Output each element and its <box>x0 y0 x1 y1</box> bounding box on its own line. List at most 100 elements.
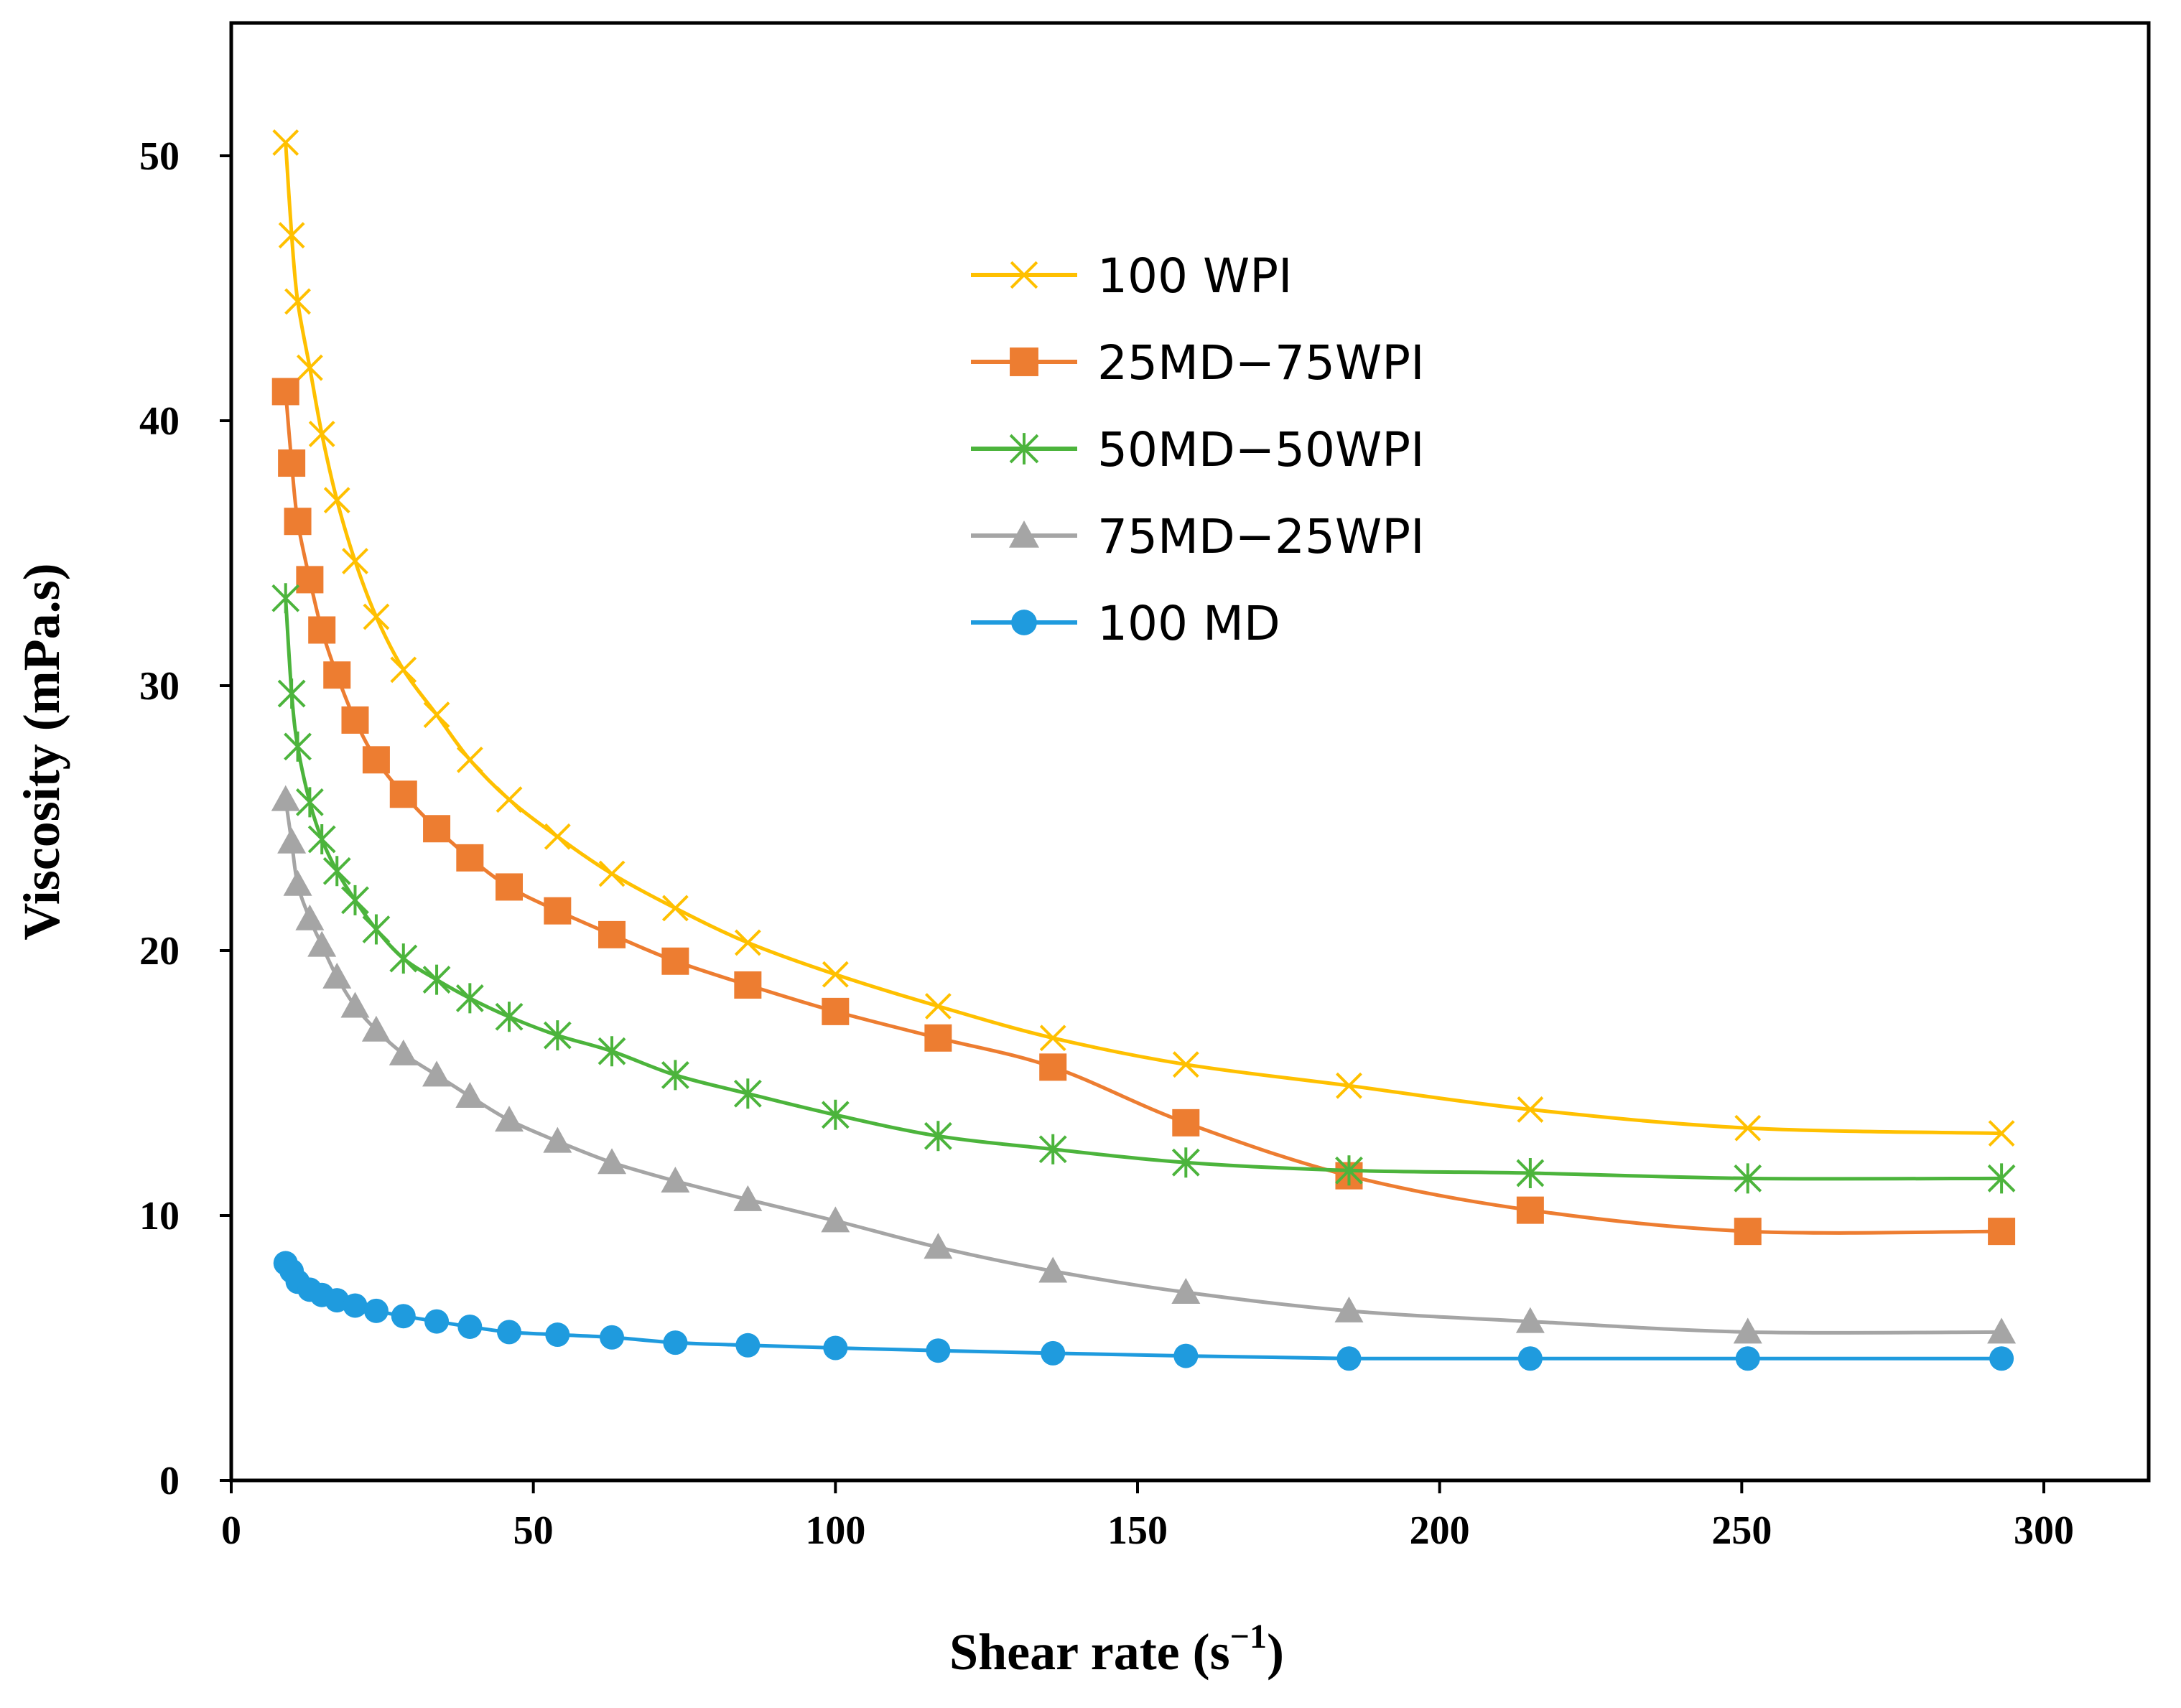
x-tick-label: 150 <box>1107 1508 1168 1553</box>
data-point-100-wpi <box>284 288 311 315</box>
legend: 100 WPI 25MD−75WPI 50MD−50WPI 75MD−25WPI 100… <box>971 248 1425 651</box>
legend-marker <box>1011 610 1037 635</box>
data-point-50md-50wpi <box>1038 1134 1067 1165</box>
x-axis-title: Shear rate (s−1) <box>949 1618 1284 1681</box>
series-100-wpi <box>272 129 2015 1147</box>
x-tick-label: 200 <box>1410 1508 1470 1553</box>
data-point-50md-50wpi <box>1516 1157 1545 1188</box>
x-axis-title-main: Shear rate (s <box>949 1623 1230 1681</box>
y-tick-label: 50 <box>139 134 180 179</box>
legend-item: 75MD−25WPI <box>971 509 1425 564</box>
data-point-75md-25wpi <box>361 1015 391 1042</box>
data-point-100-wpi <box>822 961 849 988</box>
data-point-75md-25wpi <box>495 1106 524 1132</box>
data-point-75md-25wpi <box>1733 1317 1762 1344</box>
data-point-50md-50wpi <box>543 1020 572 1051</box>
data-point-100-md <box>926 1338 951 1363</box>
legend-marker <box>1010 347 1038 376</box>
data-point-50md-50wpi <box>1171 1147 1200 1178</box>
data-point-25md-75wpi <box>734 971 762 999</box>
legend-label: 75MD−25WPI <box>1097 509 1425 564</box>
data-point-100-wpi <box>661 895 689 922</box>
data-point-50md-50wpi <box>1734 1163 1762 1194</box>
x-axis-title-superscript: −1 <box>1230 1618 1267 1656</box>
data-point-100-wpi <box>1517 1096 1544 1123</box>
data-point-100-wpi <box>734 929 761 956</box>
legend-label: 25MD−75WPI <box>1097 335 1425 391</box>
data-point-100-wpi <box>456 746 483 773</box>
y-tick-label: 20 <box>139 929 180 974</box>
data-point-100-md <box>735 1333 761 1358</box>
series-50md-50wpi <box>271 583 2016 1194</box>
data-point-75md-25wpi <box>271 785 300 811</box>
data-point-75md-25wpi <box>1171 1278 1201 1305</box>
data-point-25md-75wpi <box>308 616 336 644</box>
data-point-25md-75wpi <box>822 997 850 1025</box>
data-point-100-wpi <box>272 129 299 156</box>
series-75md-25wpi <box>271 785 2017 1344</box>
data-point-50md-50wpi <box>495 1002 524 1032</box>
series-line-100-md <box>284 1261 2002 1361</box>
data-point-50md-50wpi <box>389 943 418 974</box>
data-point-50md-50wpi <box>284 731 312 762</box>
data-point-50md-50wpi <box>733 1078 762 1109</box>
y-tick-label: 0 <box>159 1459 180 1503</box>
data-point-50md-50wpi <box>924 1121 952 1152</box>
data-point-25md-75wpi <box>271 378 299 406</box>
plot-frame <box>229 21 2151 1483</box>
data-point-50md-50wpi <box>341 885 369 915</box>
data-point-50md-50wpi <box>661 1060 689 1091</box>
data-point-75md-25wpi <box>821 1206 850 1233</box>
data-point-25md-75wpi <box>1734 1218 1762 1246</box>
data-point-75md-25wpi <box>733 1185 763 1211</box>
data-point-100-wpi <box>423 701 450 729</box>
data-point-100-md <box>823 1335 848 1361</box>
data-point-100-md <box>1336 1346 1362 1371</box>
data-point-75md-25wpi <box>322 962 352 989</box>
data-point-100-wpi <box>1172 1051 1199 1078</box>
data-point-50md-50wpi <box>1335 1155 1363 1186</box>
data-point-100-wpi <box>296 354 323 381</box>
data-point-75md-25wpi <box>1515 1307 1545 1333</box>
legend-marker <box>1009 521 1039 548</box>
data-point-25md-75wpi <box>598 920 626 948</box>
data-point-25md-75wpi <box>296 566 324 594</box>
data-point-100-md <box>1173 1343 1199 1368</box>
data-point-100-wpi <box>390 656 417 683</box>
x-axis-title-close: ) <box>1267 1623 1284 1681</box>
series-100-md <box>273 1251 2014 1371</box>
data-point-100-wpi <box>308 421 335 447</box>
data-point-75md-25wpi <box>543 1126 572 1153</box>
legend-item: 25MD−75WPI <box>971 335 1425 391</box>
data-point-100-wpi <box>363 603 390 630</box>
data-point-25md-75wpi <box>341 706 369 734</box>
legend-item: 100 MD <box>971 596 1280 651</box>
legend-item: 100 WPI <box>971 248 1292 304</box>
data-point-25md-75wpi <box>323 661 351 689</box>
data-point-100-md <box>1989 1346 2014 1371</box>
data-point-75md-25wpi <box>1334 1296 1364 1322</box>
data-point-100-wpi <box>924 993 952 1019</box>
data-point-25md-75wpi <box>1516 1196 1544 1224</box>
x-tick-label: 0 <box>221 1508 241 1553</box>
data-point-50md-50wpi <box>821 1099 850 1130</box>
data-point-50md-50wpi <box>1987 1163 2016 1194</box>
data-point-75md-25wpi <box>1987 1317 2017 1344</box>
x-tick-label: 300 <box>2014 1508 2074 1553</box>
series-line-50md-50wpi <box>284 598 2002 1181</box>
data-point-100-md <box>1517 1346 1543 1371</box>
data-point-25md-75wpi <box>423 815 451 843</box>
data-point-75md-25wpi <box>295 904 325 930</box>
axis-ticks: 0 50 100 150 200 250 300 0 10 20 30 40 50 <box>139 134 2074 1553</box>
data-point-100-md <box>363 1298 389 1323</box>
data-point-100-md <box>457 1314 483 1339</box>
y-tick-label: 40 <box>139 399 180 444</box>
y-tick-label: 10 <box>139 1194 180 1238</box>
data-point-100-md <box>1735 1346 1760 1371</box>
data-point-25md-75wpi <box>924 1024 952 1052</box>
data-point-25md-75wpi <box>284 508 312 536</box>
data-point-75md-25wpi <box>422 1060 452 1087</box>
legend-label: 50MD−50WPI <box>1097 422 1425 477</box>
data-point-100-md <box>600 1325 625 1350</box>
